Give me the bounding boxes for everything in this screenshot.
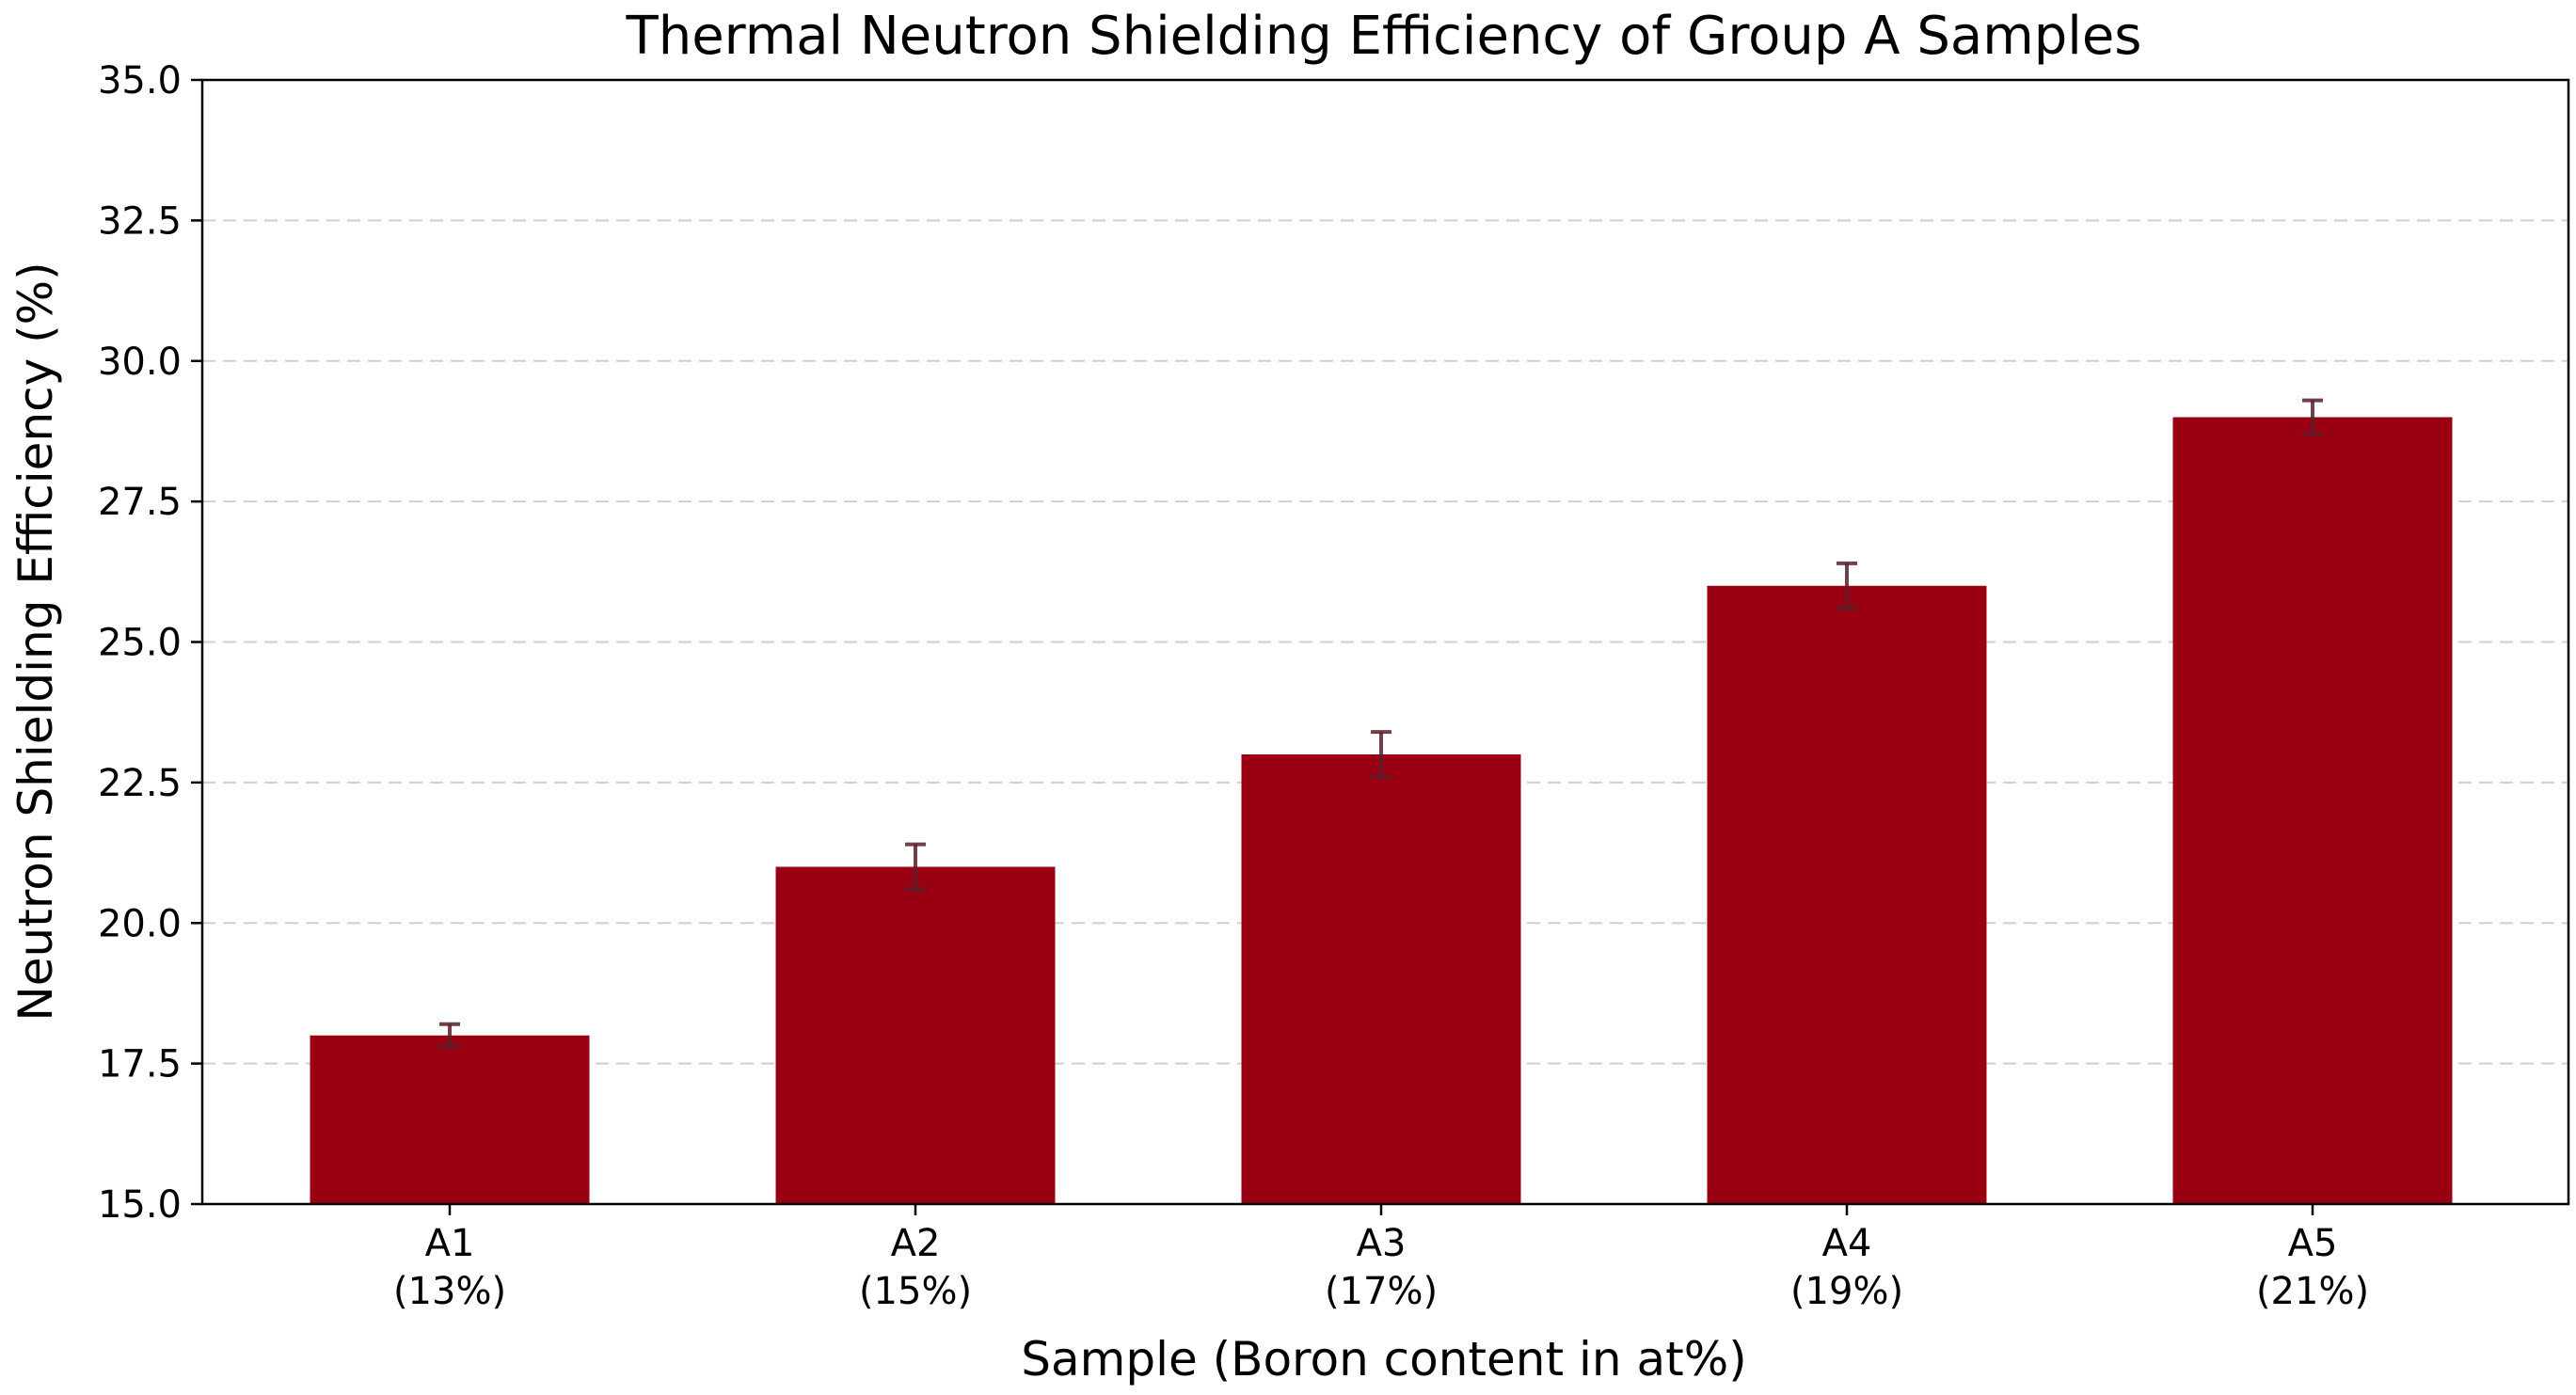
bar-a3 xyxy=(1241,754,1521,1204)
y-tick-label: 22.5 xyxy=(98,762,182,805)
error-bars xyxy=(439,398,2323,1049)
chart-title: Thermal Neutron Shielding Efficiency of … xyxy=(626,6,2142,67)
bar-a2 xyxy=(775,866,1056,1204)
bar-a4 xyxy=(1707,585,1987,1204)
x-tick-label: A2 xyxy=(891,1222,941,1265)
y-axis-ticks: 15.0 17.5 20.0 22.5 25.0 27.5 30.0 32.5 35.0 xyxy=(98,59,202,1227)
y-tick-label: 20.0 xyxy=(98,902,182,945)
error-bar-a5 xyxy=(2302,398,2323,436)
bar-a1 xyxy=(310,1035,590,1204)
x-tick-sublabel: (17%) xyxy=(1325,1270,1438,1313)
error-bar-a2 xyxy=(905,842,926,892)
x-axis-ticks: A1 (13%) A2 (15%) A3 (17%) A4 (19%) A5 (21%) xyxy=(393,1204,2369,1313)
x-tick-sublabel: (19%) xyxy=(1790,1270,1903,1313)
error-bar-a4 xyxy=(1837,561,1857,610)
y-tick-label: 25.0 xyxy=(98,622,182,665)
bar-a5 xyxy=(2172,417,2453,1204)
x-tick-label: A5 xyxy=(2288,1222,2338,1265)
x-tick-sublabel: (21%) xyxy=(2256,1270,2369,1313)
y-tick-label: 35.0 xyxy=(98,59,182,103)
x-tick-label: A3 xyxy=(1357,1222,1407,1265)
bars xyxy=(310,417,2453,1204)
x-tick-label: A4 xyxy=(1822,1222,1872,1265)
y-tick-label: 27.5 xyxy=(98,481,182,524)
y-tick-label: 15.0 xyxy=(98,1183,182,1227)
x-tick-sublabel: (13%) xyxy=(393,1270,506,1313)
error-bar-a1 xyxy=(439,1022,460,1049)
error-bar-a3 xyxy=(1371,730,1391,779)
x-axis-label: Sample (Boron content in at%) xyxy=(1021,1332,1746,1387)
y-axis-label: Neutron Shielding Efficiency (%) xyxy=(8,262,63,1021)
y-tick-label: 32.5 xyxy=(98,199,182,243)
y-tick-label: 30.0 xyxy=(98,341,182,384)
y-tick-label: 17.5 xyxy=(98,1043,182,1086)
x-tick-label: A1 xyxy=(425,1222,475,1265)
x-tick-sublabel: (15%) xyxy=(859,1270,972,1313)
